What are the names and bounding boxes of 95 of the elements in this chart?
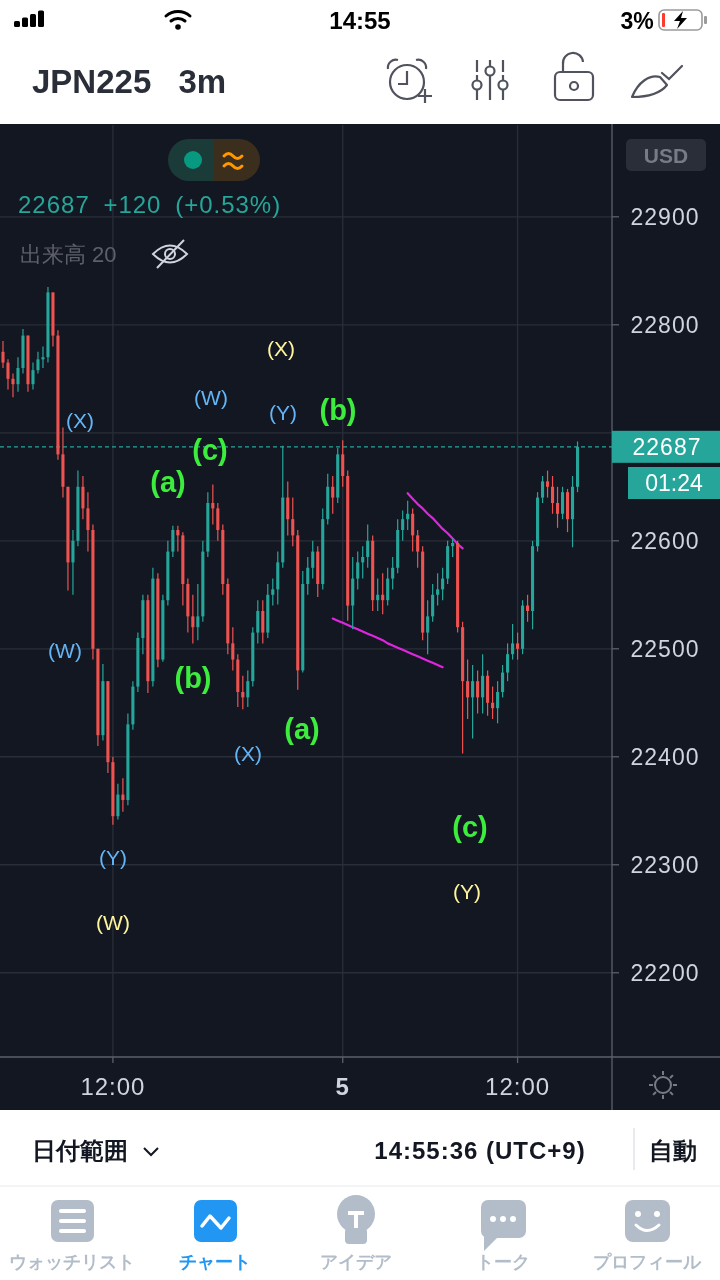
annotation: 出来高 20	[20, 242, 117, 267]
candlestick	[506, 642, 510, 682]
candlestick	[391, 556, 395, 590]
annotation: (a)	[150, 466, 186, 498]
annotation: (X)	[267, 337, 295, 360]
annotation: (b)	[319, 394, 357, 426]
candlestick	[451, 538, 455, 558]
text: 22687 +120 (+0.53%)	[18, 191, 282, 218]
text: チャート	[179, 1252, 251, 1272]
candlestick	[516, 631, 520, 661]
candlestick	[546, 469, 550, 499]
annotation: (b)	[174, 662, 212, 694]
candlestick	[1, 340, 5, 369]
candlestick	[246, 669, 250, 708]
candlestick	[511, 623, 515, 661]
annotation: (a)	[284, 713, 320, 745]
candlestick	[416, 529, 420, 569]
annotation: (W)	[96, 911, 130, 934]
candlestick	[471, 664, 475, 740]
candlestick	[306, 556, 310, 596]
candlestick	[356, 550, 360, 590]
candlestick	[86, 491, 90, 553]
annotation: (Y)	[269, 401, 297, 424]
candlestick	[331, 475, 335, 515]
candlestick	[291, 496, 295, 547]
candlestick	[36, 351, 40, 374]
candlestick	[551, 475, 555, 515]
candlestick	[401, 509, 405, 542]
candlestick	[191, 594, 195, 644]
x-tick-label: 12:00	[485, 1073, 551, 1100]
candlestick	[476, 669, 480, 715]
candlestick	[116, 783, 120, 821]
line-series	[406, 492, 464, 550]
candlestick	[426, 599, 430, 655]
candlestick	[366, 523, 370, 569]
annotation: (W)	[48, 639, 82, 662]
candlestick	[6, 358, 10, 391]
ref-line-label: 22687	[632, 433, 702, 460]
candlestick	[466, 658, 470, 720]
candlestick	[556, 486, 560, 529]
candlestick	[41, 345, 45, 369]
annotation: (Y)	[99, 846, 127, 869]
y-tick-label: 22500	[630, 635, 700, 662]
annotation: (c)	[452, 811, 488, 843]
y-tick-label: 22600	[630, 527, 700, 554]
text: 3%	[620, 8, 654, 34]
text: 日付範囲	[32, 1137, 128, 1164]
candlestick	[386, 567, 390, 607]
y-tick-label: 22300	[630, 851, 700, 878]
chart-title: JPN225 3m	[32, 63, 227, 100]
text: ウォッチリスト	[9, 1252, 135, 1272]
y-tick-label: 22400	[630, 743, 700, 770]
text: 01:24	[645, 470, 703, 496]
candlestick	[196, 583, 200, 641]
line-series	[331, 617, 444, 669]
candlestick	[81, 475, 85, 520]
candlestick	[541, 475, 545, 504]
candlestick	[11, 372, 15, 398]
candlestick	[496, 680, 500, 724]
annotation: (W)	[194, 386, 228, 409]
annotation: (c)	[192, 434, 228, 466]
candlestick	[71, 529, 75, 596]
y-tick-label: 22800	[630, 311, 700, 338]
text: 14:55:36 (UTC+9)	[374, 1137, 586, 1164]
annotation: (X)	[234, 742, 262, 765]
candlestick	[501, 664, 505, 698]
text: アイデア	[320, 1252, 392, 1272]
candlestick	[171, 525, 175, 558]
text: トーク	[476, 1252, 530, 1272]
candlestick	[286, 480, 290, 536]
candlestick	[431, 583, 435, 623]
candlestick	[441, 567, 445, 601]
annotation: (Y)	[453, 880, 481, 903]
candlestick	[256, 599, 260, 644]
x-tick-label: 5	[335, 1073, 350, 1100]
annotation: (X)	[66, 409, 94, 432]
candlestick	[436, 572, 440, 607]
x-tick-label: 12:00	[80, 1073, 146, 1100]
candlestick	[31, 361, 35, 391]
candlestick	[311, 540, 315, 580]
candlestick	[271, 577, 275, 607]
candlestick	[341, 439, 345, 488]
candlestick	[411, 507, 415, 553]
candlestick	[16, 356, 20, 393]
candlestick	[216, 502, 220, 542]
candlestick	[231, 626, 235, 671]
text: 14:55	[329, 7, 391, 34]
candlestick	[560, 486, 565, 520]
text: USD	[643, 144, 689, 167]
y-tick-label: 22200	[630, 959, 700, 986]
candlestick	[481, 653, 485, 715]
y-tick-label: 22900	[630, 203, 700, 230]
candlestick	[261, 599, 265, 644]
text: 自動	[649, 1137, 697, 1164]
text: プロフィール	[593, 1252, 702, 1272]
